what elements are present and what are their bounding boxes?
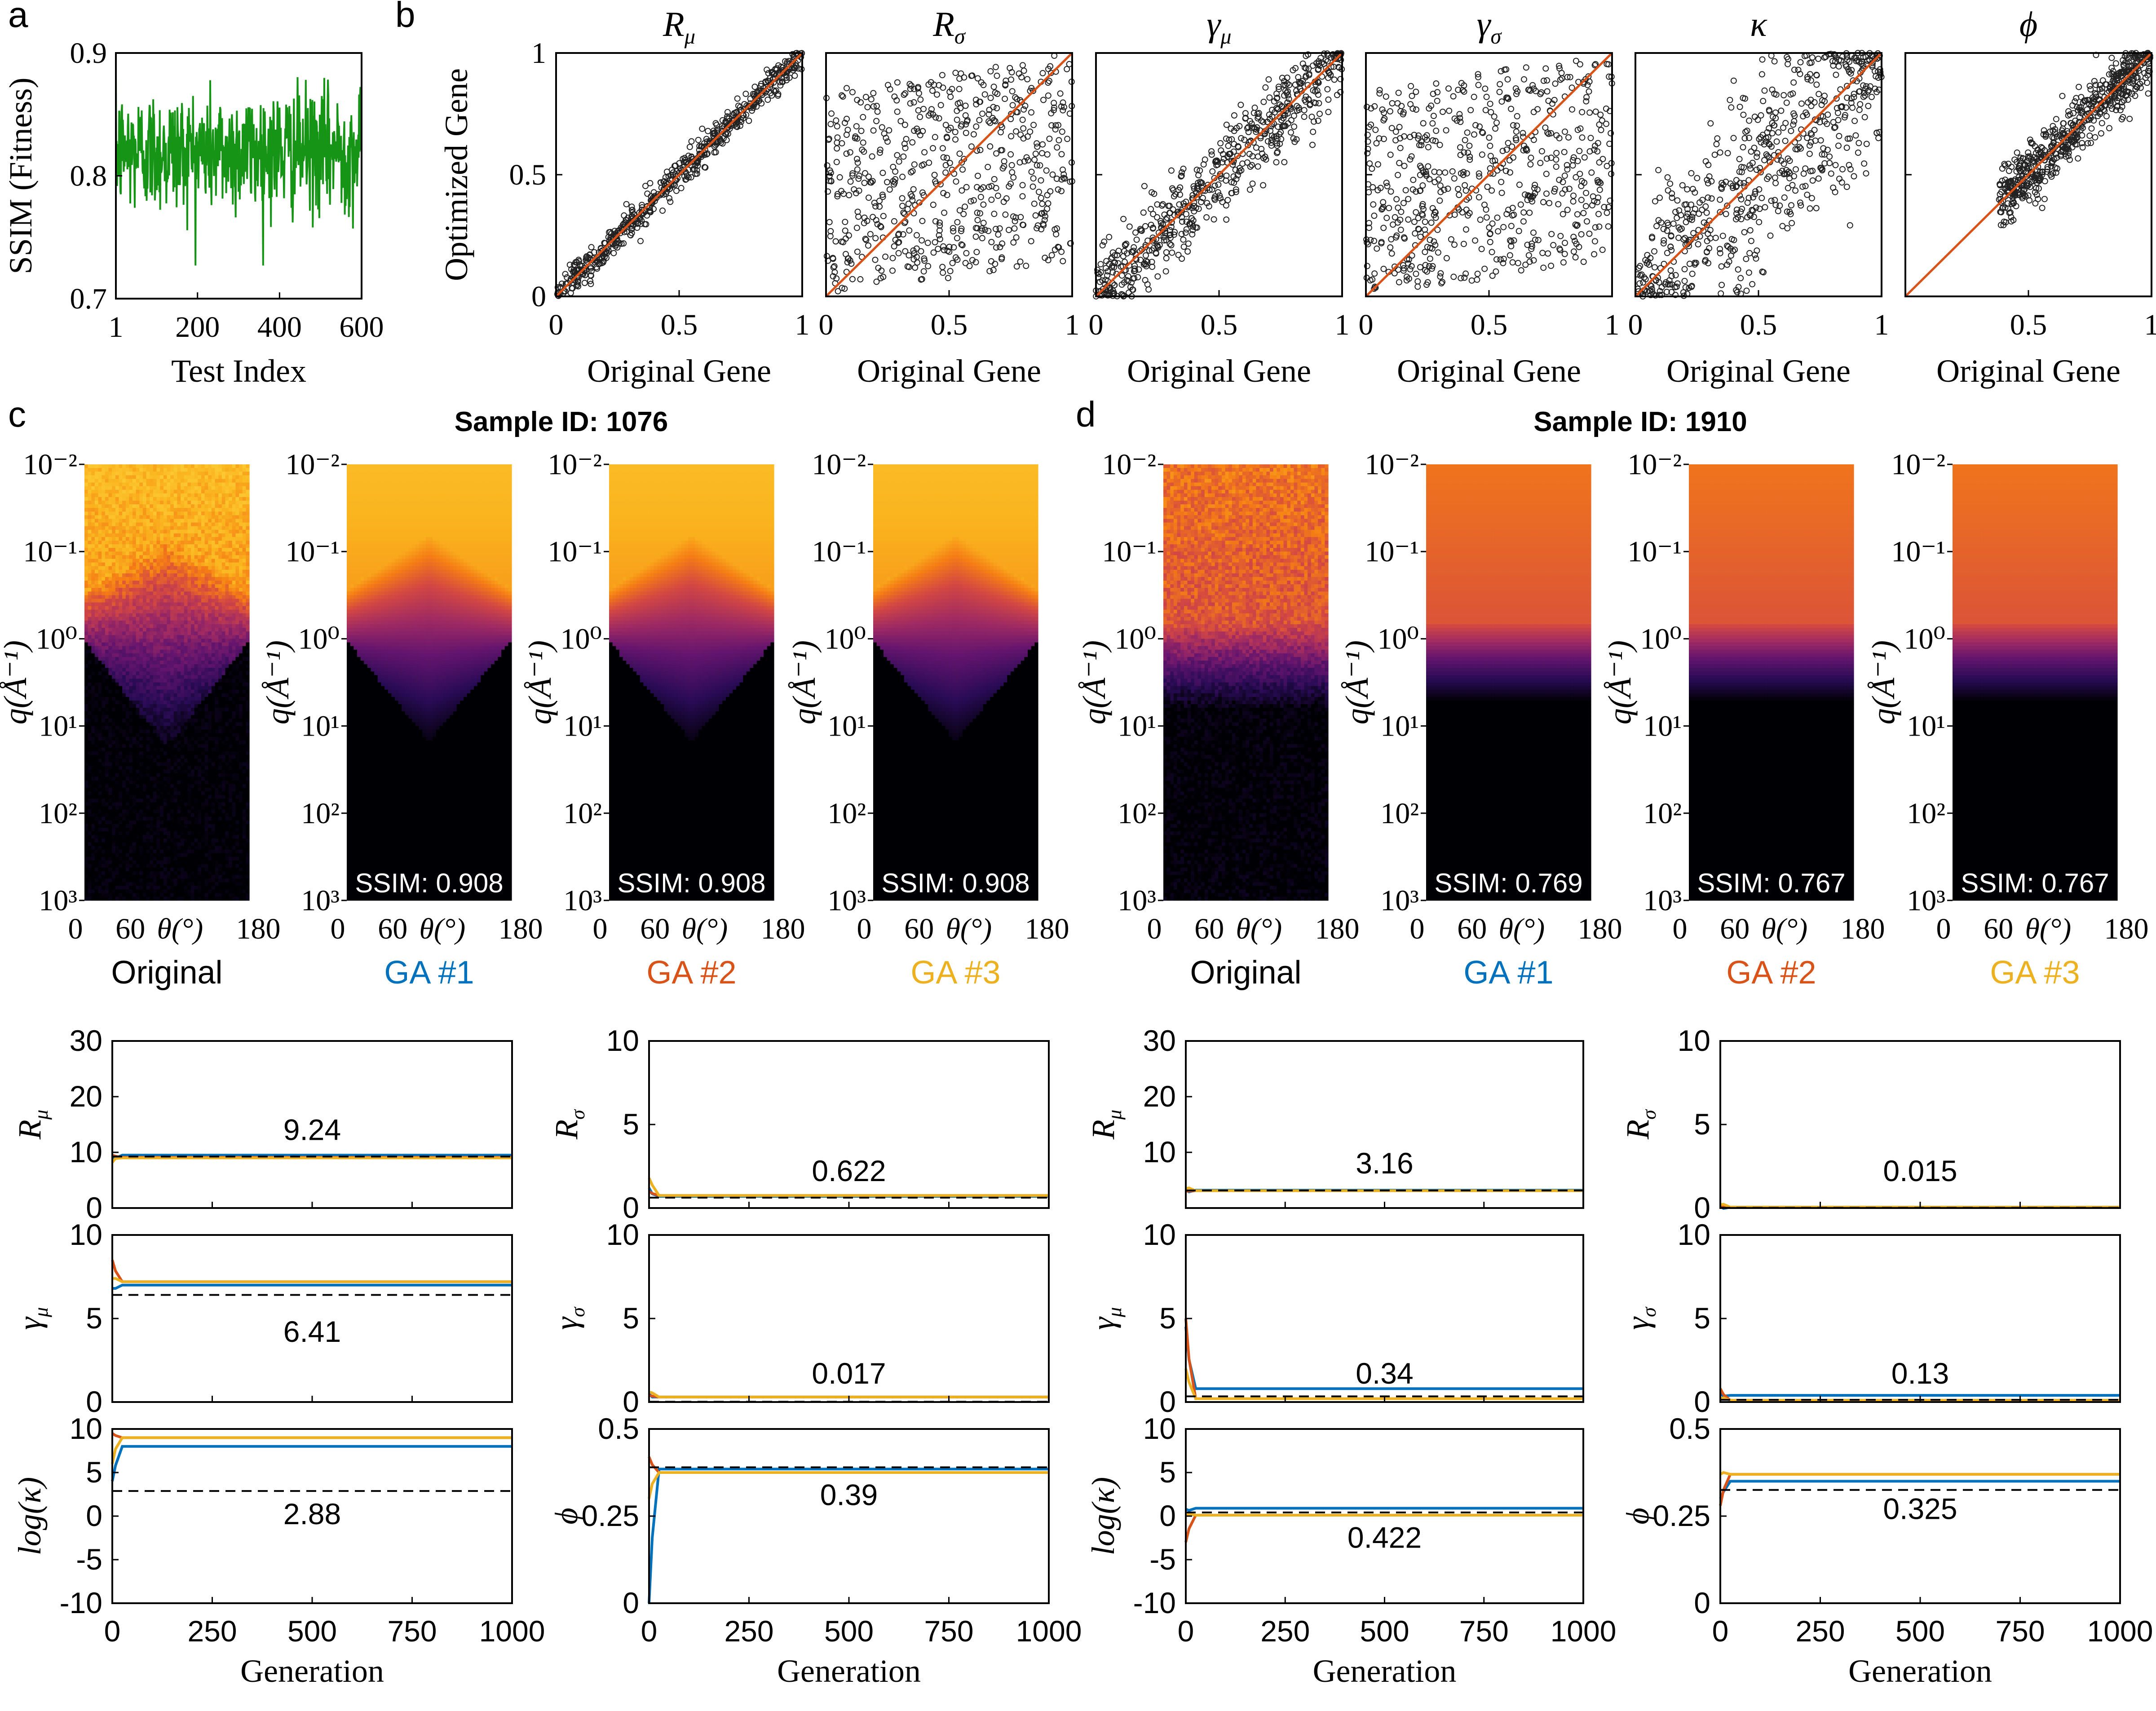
panel-b: Optimized Gene0 0.5 100.51RμOriginal Gene0… (438, 4, 2156, 389)
y-tick-label: 0.7 (70, 282, 107, 315)
scatter-point (1047, 136, 1052, 141)
fitness-line (116, 66, 362, 265)
scatter-point (870, 214, 875, 220)
scatter-point (638, 238, 643, 244)
scatter-point (1045, 152, 1050, 157)
scatter-point (848, 179, 853, 184)
scatter-point (667, 199, 673, 204)
y-tick-label: 0 (531, 280, 546, 313)
scatter-point (664, 169, 670, 175)
x-tick-label: 400 (257, 311, 302, 344)
scatter-point (689, 139, 694, 144)
scatter-point (563, 271, 568, 277)
scatter-point (1008, 133, 1014, 139)
scatter-point (890, 268, 895, 273)
scatter-point (1021, 126, 1026, 131)
scatter-point (1043, 214, 1048, 219)
scatter-point (985, 164, 990, 170)
panel-letter-a: a (8, 0, 28, 35)
panel-a: 1 200 400 600 0.7 0.8 0.9 Test Index SSIM (Fitne… (3, 37, 384, 389)
y-tick-label: 1 (531, 37, 546, 70)
scatter-point (699, 126, 705, 132)
scatter-point (752, 84, 758, 89)
scatter-point (746, 118, 751, 123)
scatter-point (735, 96, 740, 101)
scatter-point (582, 280, 588, 286)
reference-line (556, 53, 802, 296)
scatter-point (743, 91, 748, 97)
scatter-point (925, 264, 931, 269)
y-tick-label: 0.5 (509, 159, 547, 191)
panel-letter-b: b (395, 0, 415, 35)
scatter-point (792, 73, 797, 79)
scatter-point (837, 175, 843, 180)
scatter-point (866, 243, 871, 248)
scatter-point (931, 202, 936, 207)
scatter-point (992, 176, 997, 182)
scatter-point (589, 244, 594, 250)
scatter-point (1044, 206, 1050, 212)
x-tick-label: 1 (795, 309, 810, 341)
scatter-point (915, 260, 920, 265)
scatter-point (973, 234, 979, 239)
scatter-point (989, 239, 994, 245)
scatter-point (643, 183, 648, 189)
scatter-point (932, 239, 938, 245)
scatter-point (679, 185, 684, 191)
scatter-point (995, 232, 1001, 237)
scatter-subplot: 0 0.5 1RσOriginal Gene (819, 4, 1080, 389)
scatter-point (989, 197, 994, 203)
scatter-point (941, 154, 946, 160)
scatter-subplot: 0 0.5 1 0 0.5 1 Rμ Original Gene (509, 4, 810, 389)
scatter-point (736, 103, 741, 109)
scatter-point (645, 191, 650, 196)
x-axis-label: Test Index (171, 353, 306, 389)
y-tick-label: 0.9 (70, 37, 107, 70)
scatter-point (687, 144, 693, 150)
y-axis-label: Optimized Gene (438, 68, 474, 281)
scatter-point (705, 128, 711, 134)
x-tick-label: 600 (340, 311, 384, 344)
subplot-title: Rμ (663, 4, 695, 49)
x-tick-label: 0.5 (661, 309, 698, 341)
panel-letter-d: d (1076, 394, 1096, 434)
y-axis-label: SSIM (Fitness) (3, 77, 39, 274)
panel-letter-c: c (8, 394, 26, 434)
scatter-point (1056, 137, 1061, 143)
scatter-point (937, 236, 943, 242)
scatter-point (765, 97, 770, 102)
x-tick-label: 1 (109, 311, 124, 344)
scatter-point (611, 251, 616, 256)
scatter-point (696, 137, 701, 143)
scatter-point (834, 159, 839, 165)
scatter-point (844, 85, 849, 91)
scatter-point (1036, 189, 1042, 194)
scatter-point (624, 202, 629, 207)
figure: a b c d 1 200 400 600 0.7 0.8 0.9 Test Index SSIM (F… (0, 0, 2156, 1711)
scatter-point (850, 277, 855, 282)
x-axis-label: Original Gene (587, 353, 771, 389)
scatter-point (660, 208, 665, 213)
scatter-point (886, 128, 892, 133)
y-tick-label: 0.8 (70, 160, 107, 193)
x-tick-label: 200 (175, 311, 220, 344)
x-tick-label: 0 (549, 309, 564, 341)
scatter-point (1041, 97, 1046, 103)
scatter-point (934, 92, 940, 97)
scatter-point (829, 111, 834, 116)
scatter-point (1029, 238, 1034, 244)
